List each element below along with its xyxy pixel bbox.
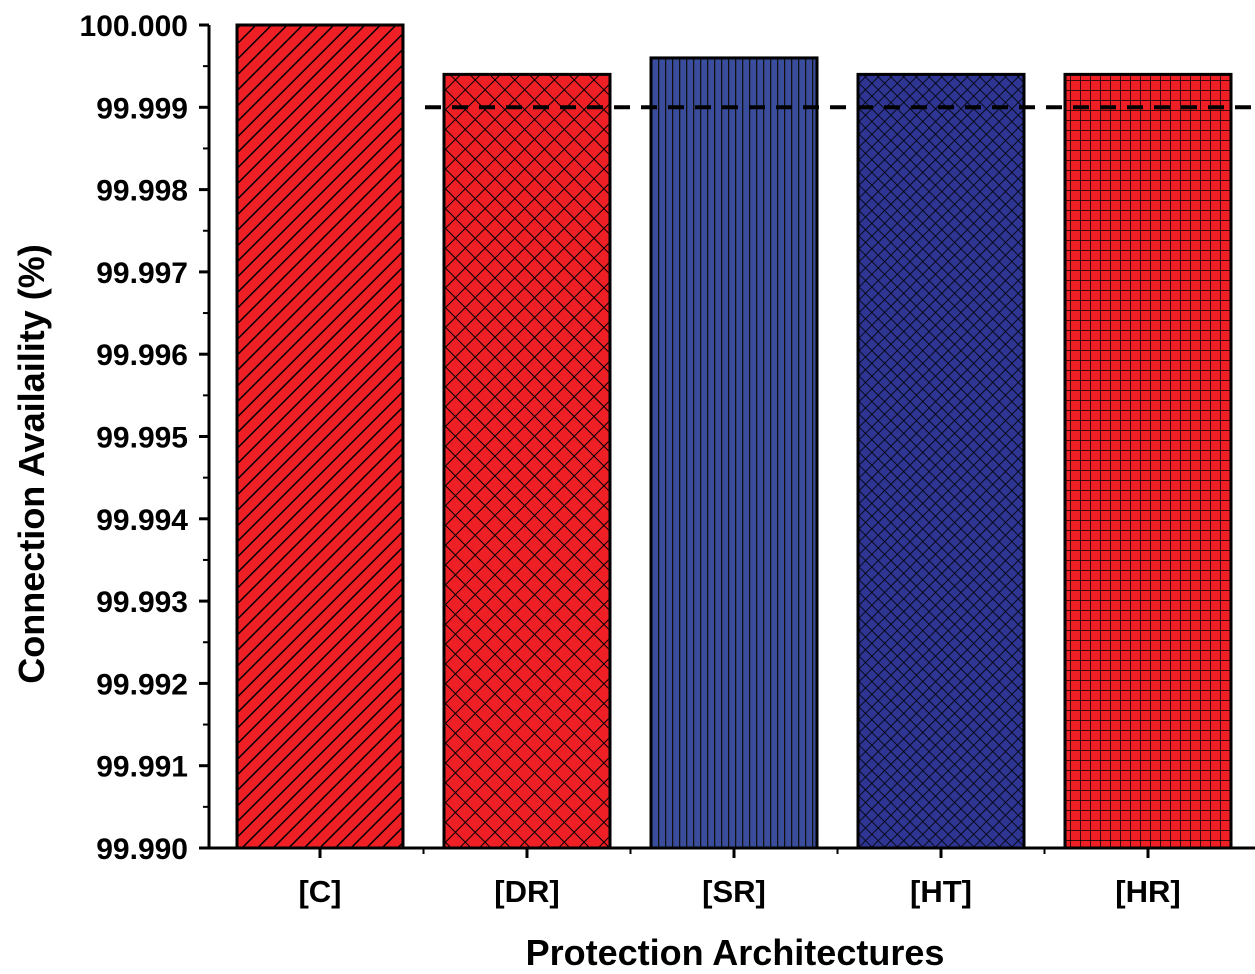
bar-sr [649, 56, 819, 850]
y-tick-label: 99.999 [96, 92, 188, 125]
x-tick-label: [C] [298, 874, 341, 909]
bars-group [235, 23, 1233, 850]
x-tick-label: [HR] [1115, 874, 1180, 909]
axes-group: 99.990 99.991 99.992 99.993 99.994 99.995 99.9… [80, 10, 1255, 909]
bar-hr [1063, 72, 1233, 850]
y-tick-label: 99.991 [96, 751, 188, 784]
y-tick-label: 99.997 [96, 257, 188, 290]
y-tick-label: 99.995 [96, 422, 188, 455]
y-tick-label: 99.994 [96, 504, 188, 537]
bar-ht [856, 72, 1026, 850]
bar-dr [442, 72, 612, 850]
x-axis-title: Protection Architectures [526, 932, 945, 973]
y-tick-label: 99.996 [96, 339, 188, 372]
y-tick-label: 99.992 [96, 668, 188, 701]
bar-c [235, 23, 405, 850]
x-tick-label: [HT] [910, 874, 972, 909]
y-tick-label: 100.000 [80, 10, 188, 43]
y-tick-label: 99.990 [96, 833, 188, 866]
y-tick-label: 99.993 [96, 586, 188, 619]
y-tick-label: 99.998 [96, 175, 188, 208]
x-tick-label: [DR] [494, 874, 559, 909]
y-axis-title: Connection Availaility (%) [11, 244, 52, 683]
x-tick-label: [SR] [702, 874, 766, 909]
